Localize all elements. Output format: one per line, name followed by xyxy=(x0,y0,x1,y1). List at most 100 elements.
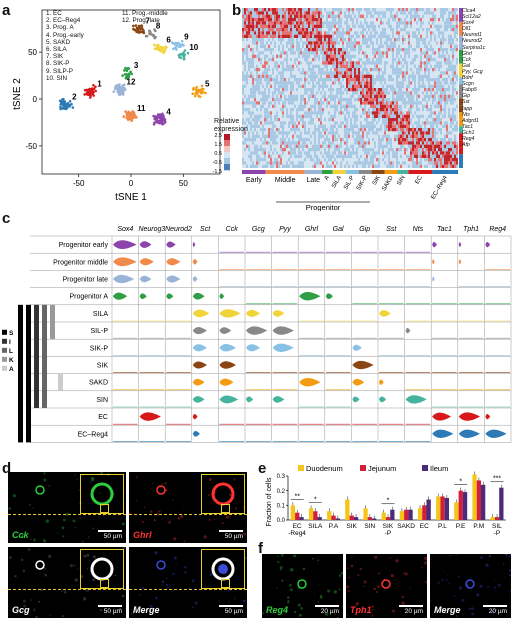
heatmap-cell xyxy=(266,131,269,135)
heatmap-cell xyxy=(246,68,249,72)
heatmap-cell xyxy=(374,151,377,155)
heatmap-cell xyxy=(272,71,275,75)
heatmap-cell xyxy=(280,98,283,102)
heatmap-cell xyxy=(382,91,385,95)
heatmap-cell xyxy=(278,111,281,115)
heatmap-cell xyxy=(266,104,269,109)
heatmap-cell xyxy=(384,138,387,142)
heatmap-cell xyxy=(262,74,265,79)
heatmap-cell xyxy=(412,108,415,112)
heatmap-cell xyxy=(264,161,267,165)
heatmap-cell xyxy=(412,148,415,152)
heatmap-cell xyxy=(314,71,317,75)
heatmap-cell xyxy=(262,88,265,92)
heatmap-cell xyxy=(312,98,315,102)
heatmap-cell xyxy=(292,98,295,102)
heatmap-cell xyxy=(392,84,395,89)
heatmap-cell xyxy=(324,94,327,99)
heatmap-cell xyxy=(304,18,307,22)
heatmap-cell xyxy=(302,124,305,129)
heatmap-cell xyxy=(252,104,255,109)
heatmap-cell xyxy=(242,48,245,52)
heatmap-cell xyxy=(312,31,315,35)
heatmap-cell xyxy=(304,111,307,115)
heatmap-cell xyxy=(376,158,379,162)
heatmap-cell xyxy=(248,71,251,75)
heatmap-cell xyxy=(296,44,299,49)
heatmap-cell xyxy=(404,78,407,82)
heatmap-cell xyxy=(304,101,307,105)
heatmap-cell xyxy=(420,68,423,72)
heatmap-cell xyxy=(412,18,415,22)
heatmap-cell xyxy=(404,34,407,39)
heatmap-cell xyxy=(336,111,339,115)
heatmap-cell xyxy=(424,11,427,15)
heatmap-cell xyxy=(354,28,357,32)
heatmap-cell xyxy=(412,11,415,15)
heatmap-cell xyxy=(316,28,319,32)
heatmap-cell xyxy=(264,134,267,139)
heatmap-cell xyxy=(406,161,409,165)
heatmap-cell xyxy=(254,118,257,122)
heatmap-cell xyxy=(308,84,311,89)
heatmap-cell xyxy=(396,78,399,82)
heatmap-cell xyxy=(292,154,295,159)
heatmap-cell xyxy=(260,88,263,92)
heatmap-cell xyxy=(328,34,331,39)
heatmap-cell xyxy=(346,138,349,142)
heatmap-cell xyxy=(272,148,275,152)
heatmap-cell xyxy=(418,41,421,45)
heatmap-cell xyxy=(254,88,257,92)
heatmap-cell xyxy=(320,81,323,85)
heatmap-cell xyxy=(278,64,281,69)
heatmap-cell xyxy=(310,104,313,109)
heatmap-cell xyxy=(300,134,303,139)
heatmap-cell xyxy=(360,101,363,105)
heatmap-cell xyxy=(368,71,371,75)
heatmap-cell xyxy=(306,74,309,79)
heatmap-cell xyxy=(262,21,265,25)
heatmap-cell xyxy=(350,88,353,92)
heatmap-cell xyxy=(268,38,271,42)
heatmap-cell xyxy=(350,98,353,102)
heatmap-cell xyxy=(334,28,337,32)
heatmap-cell xyxy=(404,71,407,75)
heatmap-cell xyxy=(316,91,319,95)
heatmap-cell xyxy=(406,101,409,105)
heatmap-cell xyxy=(358,161,361,165)
heatmap-cell xyxy=(350,104,353,109)
heatmap-cell xyxy=(382,71,385,75)
heatmap-cell xyxy=(268,11,271,15)
heatmap-cell xyxy=(422,18,425,22)
heatmap-cell xyxy=(256,34,259,39)
heatmap-cell xyxy=(396,84,399,89)
heatmap-cell xyxy=(254,151,257,155)
heatmap-cell xyxy=(252,44,255,49)
tsne-point xyxy=(192,86,195,90)
heatmap-cell xyxy=(314,138,317,142)
heatmap-cell xyxy=(284,91,287,95)
heatmap-cell xyxy=(282,44,285,49)
heatmap-cell xyxy=(408,64,411,69)
heatmap-cell xyxy=(384,141,387,145)
heatmap-cell xyxy=(316,128,319,132)
heatmap-cell xyxy=(360,51,363,55)
heatmap-cell xyxy=(290,38,293,42)
heatmap-cell xyxy=(270,138,273,142)
heatmap-cell xyxy=(362,98,365,102)
heatmap-cell xyxy=(366,11,369,15)
heatmap-cell xyxy=(288,141,291,145)
heatmap-cell xyxy=(340,78,343,82)
heatmap-cell xyxy=(276,8,279,12)
heatmap-cell xyxy=(330,114,333,119)
heatmap-cell xyxy=(344,24,347,29)
heatmap-cell xyxy=(320,104,323,109)
heatmap-cell xyxy=(280,11,283,15)
heatmap-cell xyxy=(260,144,263,149)
tsne-point xyxy=(152,123,156,126)
heatmap-cell xyxy=(370,94,373,99)
tsne-point xyxy=(159,117,162,121)
heatmap-cell xyxy=(254,128,257,132)
heatmap-cell xyxy=(412,154,415,159)
